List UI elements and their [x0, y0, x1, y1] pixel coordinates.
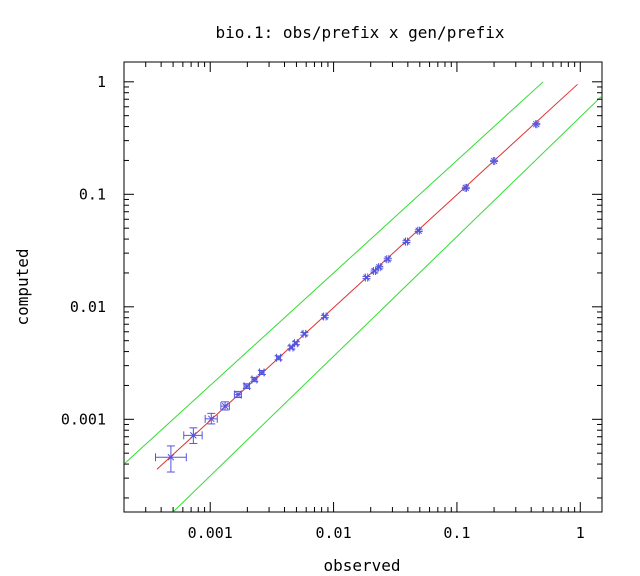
- y-axis-label: computed: [13, 248, 32, 325]
- bound-line: [172, 95, 602, 512]
- data-point: [154, 445, 187, 473]
- data-point: [291, 339, 300, 348]
- data-point: [461, 183, 470, 192]
- reference-lines: [124, 81, 602, 512]
- x-tick-label: 0.01: [316, 524, 352, 542]
- point-marker: [167, 453, 175, 461]
- point-marker: [221, 402, 229, 410]
- point-marker: [190, 432, 197, 439]
- data-point: [233, 390, 243, 399]
- data-point: [402, 237, 411, 246]
- data-point: [375, 263, 384, 272]
- point-marker: [292, 339, 300, 347]
- point-marker: [301, 330, 308, 338]
- point-marker: [243, 382, 251, 390]
- data-point: [490, 156, 499, 165]
- data-points: [154, 120, 541, 473]
- y-tick-label: 0.01: [70, 298, 106, 316]
- point-marker: [275, 354, 282, 362]
- point-marker: [375, 263, 383, 271]
- data-point: [257, 368, 266, 377]
- data-point: [204, 412, 218, 425]
- data-point: [300, 329, 309, 338]
- data-point: [383, 255, 392, 264]
- data-point: [220, 401, 230, 411]
- point-marker: [490, 157, 498, 165]
- y-tick-label: 0.1: [79, 185, 106, 203]
- x-tick-label: 1: [576, 524, 585, 542]
- x-tick-label: 0.001: [188, 524, 233, 542]
- data-point: [250, 375, 259, 384]
- point-marker: [207, 415, 215, 423]
- point-marker: [403, 238, 410, 245]
- chart-title: bio.1: obs/prefix x gen/prefix: [216, 23, 505, 42]
- point-marker: [415, 227, 423, 235]
- y-tick-label: 0.001: [61, 410, 106, 428]
- point-marker: [371, 267, 378, 275]
- point-marker: [384, 255, 392, 263]
- x-tick-label: 0.1: [443, 524, 470, 542]
- data-point: [362, 273, 371, 282]
- plot-frame: [123, 61, 603, 513]
- point-marker: [234, 391, 242, 398]
- plot-area: [124, 81, 602, 512]
- bound-line: [124, 81, 544, 465]
- point-marker: [532, 120, 540, 128]
- data-point: [320, 312, 329, 321]
- y-tick-label: 1: [97, 73, 106, 91]
- point-marker: [321, 313, 329, 320]
- point-marker: [251, 376, 258, 383]
- point-marker: [363, 274, 370, 281]
- data-point: [414, 226, 423, 235]
- x-axis-label: observed: [323, 556, 400, 575]
- data-point: [242, 382, 251, 391]
- point-marker: [258, 369, 266, 376]
- point-marker: [462, 184, 470, 192]
- data-point: [274, 353, 283, 362]
- data-point: [183, 427, 203, 444]
- data-point: [532, 120, 541, 129]
- axis-tick-labels: 0.001 0.01 0.1 1 0.001 0.01 0.1 1: [61, 73, 585, 542]
- axis-ticks: [124, 62, 602, 512]
